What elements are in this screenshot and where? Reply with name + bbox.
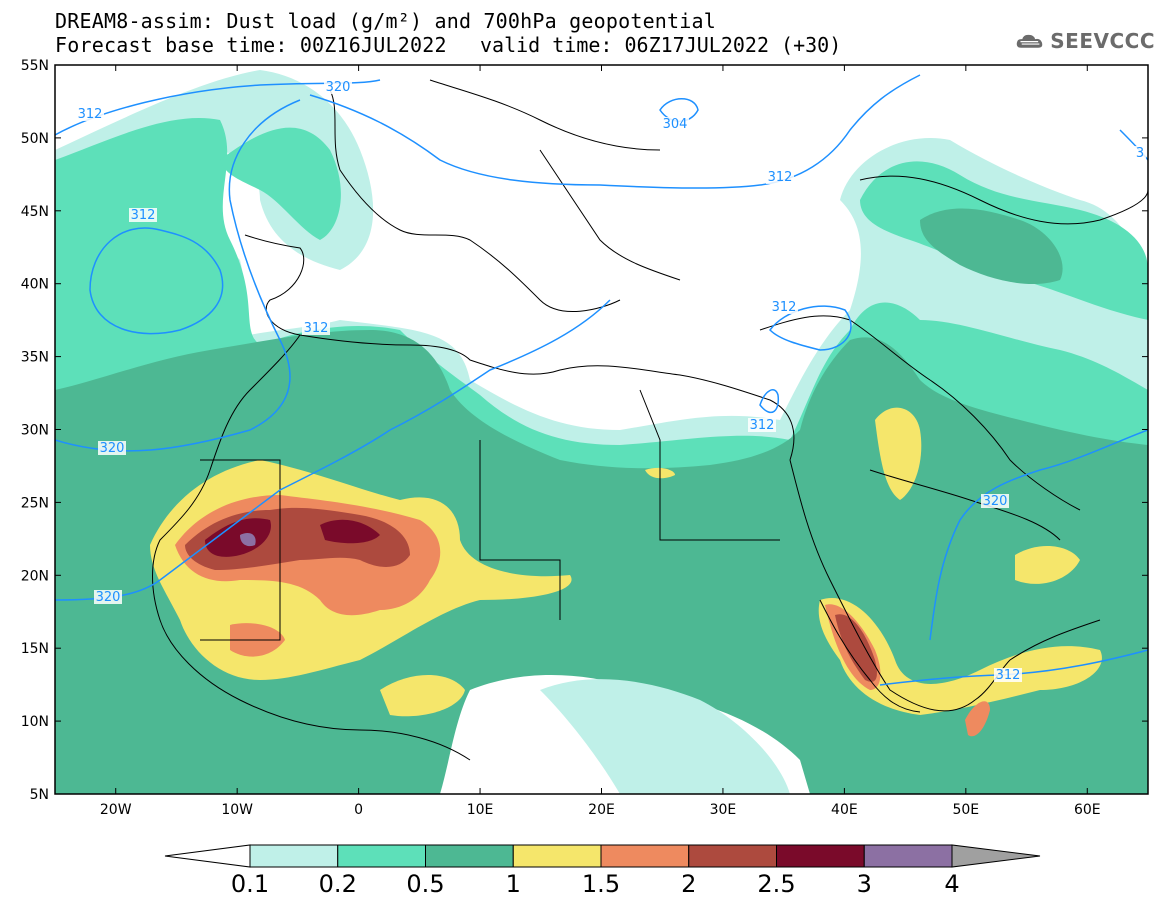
cloud-icon xyxy=(1016,34,1043,48)
coastlines xyxy=(152,79,1148,761)
latitude-labels: 55N 50N 45N 40N 35N 30N 25N 20N 15N 10N 5N xyxy=(21,58,49,803)
colorbar-level-label: 1.5 xyxy=(581,870,621,898)
colorbar xyxy=(164,844,1041,868)
colorbar-swatch xyxy=(425,844,514,868)
lat-label: 10N xyxy=(21,714,49,730)
dust-fill-layers xyxy=(55,70,1148,794)
contour-label: 312 xyxy=(131,208,156,223)
lat-label: 30N xyxy=(21,423,49,439)
colorbar-level-label: 2.5 xyxy=(757,870,796,898)
lon-label: 40E xyxy=(831,802,858,818)
colorbar-level-label: 1 xyxy=(505,870,521,898)
colorbar-swatch xyxy=(863,844,953,868)
lat-label: 25N xyxy=(21,495,49,511)
contour-label: 304 xyxy=(663,117,688,132)
dust-layer-3 xyxy=(240,533,256,547)
contour-label: 312 xyxy=(304,321,329,336)
colorbar-swatch xyxy=(249,844,339,868)
lon-label: 30E xyxy=(710,802,737,818)
lon-label: 20E xyxy=(588,802,615,818)
seevccc-logo: SEEVCCC xyxy=(1015,24,1155,58)
colorbar-swatch xyxy=(512,844,602,868)
colorbar-under-arrow xyxy=(164,844,251,868)
lon-label: 0 xyxy=(354,802,363,818)
axis-ticks xyxy=(55,64,1148,795)
contour-label: 320 xyxy=(100,441,125,456)
lat-label: 55N xyxy=(21,58,49,74)
contour-label: 320 xyxy=(983,494,1008,509)
lon-label: 20W xyxy=(100,802,132,818)
dust-layer-2-5 xyxy=(205,518,380,557)
contour-label: 3 xyxy=(1136,146,1144,161)
contour-label: 312 xyxy=(772,300,797,315)
lat-label: 40N xyxy=(21,277,49,293)
colorbar-level-label: 0.1 xyxy=(230,870,270,898)
map-title: DREAM8-assim: Dust load (g/m²) and 700hP… xyxy=(55,9,717,33)
longitude-labels: 20W 10W 0 10E 20E 30E 40E 50E 60E xyxy=(100,802,1101,818)
contour-labels: 312 320 304 312 312 320 320 312 312 312 320 312 3 xyxy=(76,80,1146,683)
contour-label: 320 xyxy=(326,80,351,95)
contour-label: 312 xyxy=(768,170,793,185)
colorbar-swatch xyxy=(600,844,690,868)
lat-label: 50N xyxy=(21,131,49,147)
lon-label: 10E xyxy=(467,802,494,818)
lat-label: 20N xyxy=(21,568,49,584)
colorbar-swatch xyxy=(776,844,865,868)
colorbar-level-label: 4 xyxy=(944,870,960,898)
colorbar-swatch xyxy=(337,844,426,868)
lon-label: 50E xyxy=(952,802,979,818)
lon-label: 10W xyxy=(221,802,253,818)
lat-label: 15N xyxy=(21,641,49,657)
lat-label: 35N xyxy=(21,350,49,366)
contour-label: 320 xyxy=(96,590,121,605)
logo-text: SEEVCCC xyxy=(1050,29,1155,53)
contour-label: 312 xyxy=(750,418,775,433)
contour-label: 312 xyxy=(996,668,1021,683)
colorbar-swatch xyxy=(688,844,777,868)
colorbar-level-label: 3 xyxy=(856,870,872,898)
lon-label: 60E xyxy=(1074,802,1101,818)
forecast-base-time: Forecast base time: 00Z16JUL2022 xyxy=(55,33,447,57)
valid-time: valid time: 06Z17JUL2022 (+30) xyxy=(480,33,842,57)
colorbar-level-label: 2 xyxy=(681,870,697,898)
lat-label: 45N xyxy=(21,204,49,220)
colorbar-over-arrow xyxy=(951,844,1041,868)
colorbar-level-label: 0.5 xyxy=(406,870,445,898)
contour-label: 312 xyxy=(78,107,103,122)
colorbar-level-label: 0.2 xyxy=(318,870,357,898)
lat-label: 5N xyxy=(30,787,49,803)
